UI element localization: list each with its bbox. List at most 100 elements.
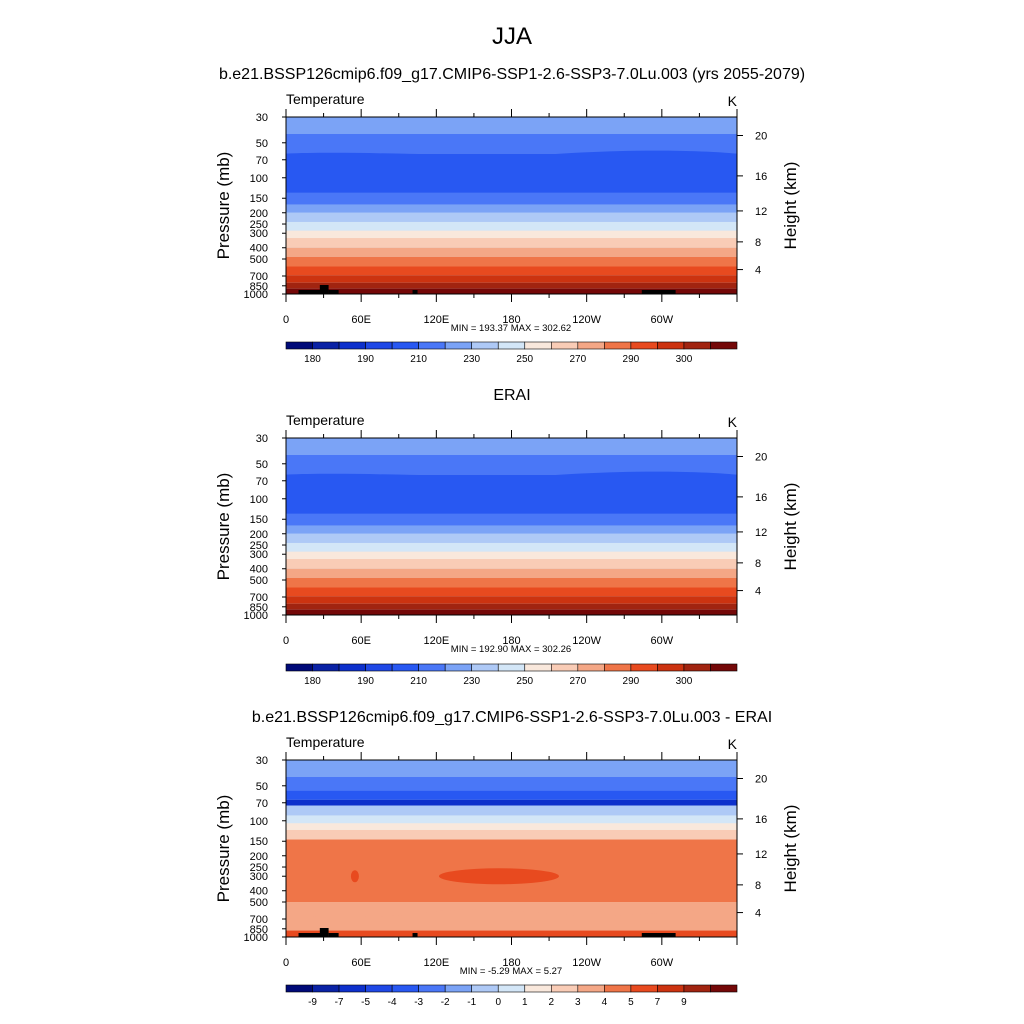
contour-band	[286, 266, 737, 276]
colorbar-label: -3	[414, 997, 423, 1008]
contour-band	[286, 247, 737, 257]
colorbar-swatch	[444, 663, 473, 672]
lon-tick-label: 120W	[572, 314, 601, 326]
colorbar-swatch	[524, 663, 552, 672]
panel-1: b.e21.BSSP126cmip6.f09_g17.CMIP6-SSP1-2.…	[214, 66, 805, 365]
colorbar-swatch	[497, 341, 526, 350]
colorbar-swatch	[391, 984, 419, 993]
pressure-tick-label: 150	[250, 193, 268, 205]
pressure-tick-label: 1000	[244, 932, 268, 944]
colorbar-swatch	[338, 984, 366, 993]
colorbar-swatch	[338, 341, 366, 350]
contour-blob	[350, 870, 359, 883]
contour-band	[286, 230, 737, 239]
contour-band	[286, 551, 737, 560]
contour-band	[286, 438, 737, 455]
panel-title: ERAI	[493, 387, 530, 404]
contour-band	[286, 256, 737, 267]
contour-band	[286, 117, 737, 134]
pressure-tick-label: 1000	[244, 610, 268, 622]
colorbar-swatch	[577, 663, 605, 672]
topography-mask	[298, 290, 324, 294]
panel-3: b.e21.BSSP126cmip6.f09_g17.CMIP6-SSP1-2.…	[214, 709, 800, 1008]
colorbar-swatch	[630, 663, 658, 672]
lon-tick-label: 120W	[572, 957, 601, 969]
height-tick-label: 8	[755, 237, 761, 249]
colorbar-label: 210	[410, 676, 427, 687]
colorbar-swatch	[683, 663, 711, 672]
colorbar-label: 250	[516, 354, 533, 365]
figure-title: JJA	[492, 23, 532, 50]
contour-band	[286, 829, 737, 840]
topography-mask	[641, 290, 676, 294]
pressure-tick-label: 850	[250, 602, 268, 614]
colorbar-swatch	[604, 663, 632, 672]
pressure-tick-label: 500	[250, 575, 268, 587]
colorbar-swatch	[550, 341, 579, 350]
contour-band	[286, 596, 737, 604]
contour-band	[286, 221, 737, 231]
contour-band	[286, 823, 737, 830]
units-label: K	[728, 93, 738, 109]
height-tick-label: 16	[755, 171, 767, 183]
colorbar-swatch	[285, 663, 313, 672]
height-tick-label: 8	[755, 880, 761, 892]
pressure-tick-label: 500	[250, 897, 268, 909]
colorbar-swatch	[338, 663, 366, 672]
pressure-tick-label: 70	[256, 155, 268, 167]
contour-band	[286, 454, 737, 475]
lon-tick-label: 180	[502, 635, 520, 647]
colorbar-swatch	[418, 984, 446, 993]
contour-band	[286, 471, 737, 481]
pressure-tick-label: 400	[250, 886, 268, 898]
colorbar-swatch	[710, 984, 738, 993]
colorbar-label: -4	[388, 997, 397, 1008]
colorbar-swatch	[550, 663, 579, 672]
colorbar-label: 230	[463, 354, 480, 365]
colorbar-swatch	[365, 984, 393, 993]
pressure-tick-label: 50	[256, 138, 268, 150]
pressure-tick-label: 700	[250, 592, 268, 604]
pressure-tick-label: 850	[250, 924, 268, 936]
pressure-tick-label: 1000	[244, 289, 268, 301]
colorbar-label: 270	[569, 354, 586, 365]
colorbar-label: 190	[357, 676, 374, 687]
pressure-tick-label: 300	[250, 871, 268, 883]
contour-band	[286, 799, 737, 806]
colorbar-swatch	[471, 341, 499, 350]
contour-band	[286, 542, 737, 552]
colorbar-swatch	[365, 341, 393, 350]
contour-band	[286, 275, 737, 283]
colorbar-swatch	[710, 341, 738, 350]
contour-band	[286, 133, 737, 154]
pressure-tick-label: 400	[250, 564, 268, 576]
variable-label: Temperature	[286, 91, 365, 107]
height-tick-label: 4	[755, 265, 761, 277]
contour-band	[286, 282, 737, 289]
colorbar-label: 250	[516, 676, 533, 687]
pressure-axis-title: Pressure (mb)	[214, 795, 233, 903]
contour-band	[286, 559, 737, 569]
contour-band	[286, 533, 737, 543]
units-label: K	[728, 414, 738, 430]
contour-band	[286, 474, 737, 514]
colorbar-label: 0	[495, 997, 501, 1008]
colorbar-swatch	[471, 984, 499, 993]
pressure-tick-label: 200	[250, 851, 268, 863]
colorbar-swatch	[524, 984, 552, 993]
pressure-tick-label: 70	[256, 798, 268, 810]
pressure-tick-label: 50	[256, 781, 268, 793]
height-tick-label: 4	[755, 908, 761, 920]
minmax-label: MIN = 193.37 MAX = 302.62	[451, 323, 571, 334]
variable-label: Temperature	[286, 412, 365, 428]
lon-tick-label: 180	[502, 314, 520, 326]
colorbar-label: 230	[463, 676, 480, 687]
contour-band	[286, 603, 737, 610]
pressure-tick-label: 700	[250, 914, 268, 926]
contour-band	[286, 577, 737, 588]
contour-band	[286, 907, 737, 931]
pressure-tick-label: 50	[256, 459, 268, 471]
colorbar-swatch	[657, 984, 685, 993]
contour-band	[286, 760, 737, 777]
